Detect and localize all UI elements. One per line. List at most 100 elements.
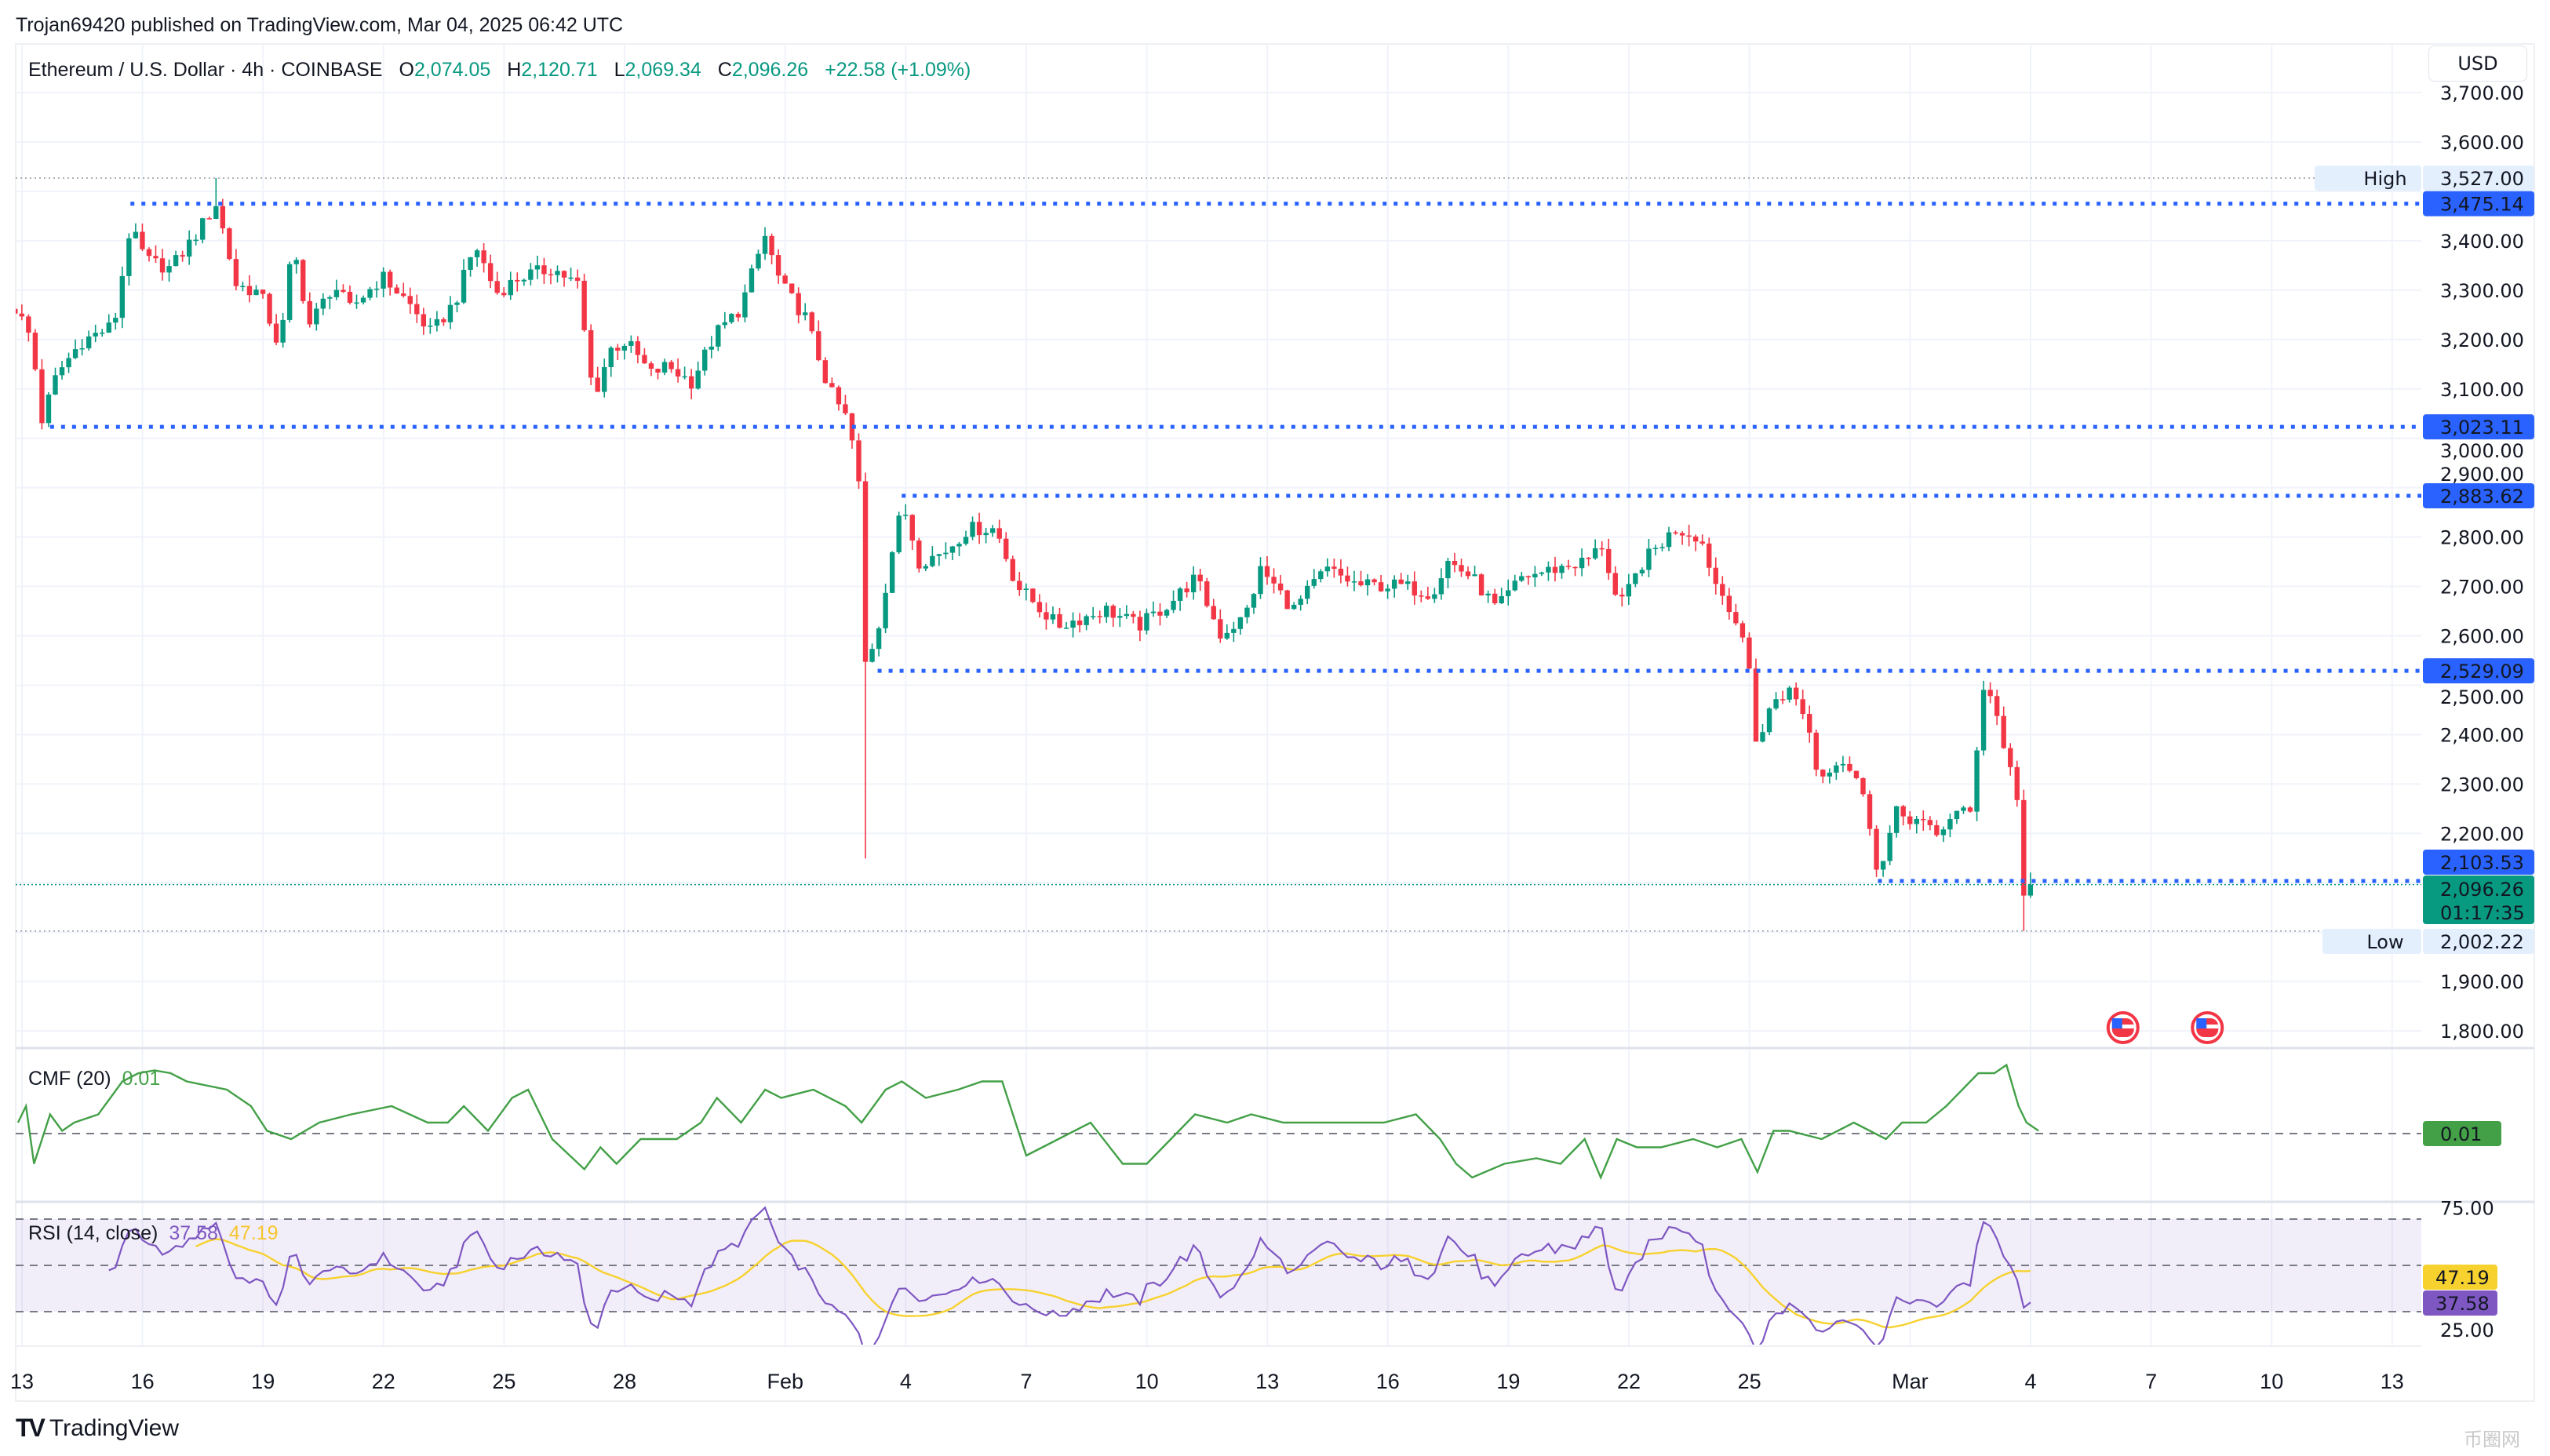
candle-body[interactable] (789, 283, 795, 293)
candle-body[interactable] (1131, 613, 1136, 617)
candle-body[interactable] (655, 369, 661, 373)
candle-body[interactable] (474, 250, 480, 257)
candle-body[interactable] (1171, 600, 1176, 610)
candle-body[interactable] (1619, 595, 1625, 597)
candle-body[interactable] (1465, 571, 1471, 577)
candle-body[interactable] (1405, 581, 1411, 584)
candle-body[interactable] (341, 289, 346, 293)
candle-body[interactable] (1218, 619, 1223, 639)
candle-body[interactable] (608, 348, 614, 367)
candle-body[interactable] (1010, 559, 1015, 581)
candle-body[interactable] (1063, 628, 1069, 629)
candle-body[interactable] (1492, 593, 1498, 603)
candle-body[interactable] (816, 331, 821, 361)
candle-body[interactable] (762, 235, 768, 254)
candle-body[interactable] (1351, 581, 1357, 583)
candle-body[interactable] (1606, 548, 1612, 573)
candle-body[interactable] (1813, 732, 1819, 770)
candle-body[interactable] (1432, 594, 1437, 599)
candle-body[interactable] (1961, 807, 1966, 811)
candle-body[interactable] (246, 286, 253, 296)
candle-body[interactable] (1880, 861, 1886, 870)
candle-body[interactable] (367, 289, 373, 298)
candle-body[interactable] (1753, 668, 1759, 742)
candle-body[interactable] (1787, 687, 1792, 700)
candle-body[interactable] (1612, 573, 1618, 595)
candle-body[interactable] (621, 345, 628, 351)
candle-body[interactable] (1532, 573, 1538, 577)
rsi-pane[interactable] (16, 1206, 2421, 1355)
candle-body[interactable] (381, 271, 386, 289)
candle-body[interactable] (521, 279, 527, 282)
candle-body[interactable] (1385, 588, 1390, 592)
candle-body[interactable] (1713, 567, 1718, 584)
candle-body[interactable] (1445, 560, 1451, 579)
candle-body[interactable] (106, 322, 111, 333)
candle-body[interactable] (883, 592, 888, 628)
candle-body[interactable] (1150, 611, 1157, 613)
candle-body[interactable] (1090, 616, 1096, 617)
candle-body[interactable] (702, 349, 708, 371)
candle-body[interactable] (286, 264, 293, 320)
candle-body[interactable] (1271, 577, 1277, 584)
candle-body[interactable] (13, 308, 18, 314)
candle-body[interactable] (1044, 612, 1049, 620)
candle-body[interactable] (1692, 536, 1699, 542)
candle-body[interactable] (1840, 763, 1846, 766)
candle-body[interactable] (1807, 714, 1812, 733)
candle-body[interactable] (1766, 708, 1772, 733)
candle-body[interactable] (273, 323, 279, 343)
candle-body[interactable] (1164, 610, 1170, 616)
candle-body[interactable] (1954, 810, 1960, 820)
candle-body[interactable] (856, 440, 862, 482)
candle-body[interactable] (1438, 578, 1444, 595)
candle-body[interactable] (59, 367, 65, 376)
candle-body[interactable] (809, 312, 814, 332)
candle-body[interactable] (548, 274, 554, 275)
candle-body[interactable] (1324, 566, 1331, 572)
candle-body[interactable] (735, 314, 741, 318)
candle-body[interactable] (769, 235, 774, 256)
candle-body[interactable] (213, 206, 219, 219)
candle-body[interactable] (1980, 690, 1987, 751)
candle-body[interactable] (1076, 621, 1083, 625)
candle-body[interactable] (1459, 565, 1464, 572)
candle-body[interactable] (796, 293, 801, 315)
candle-body[interactable] (1358, 581, 1364, 586)
candle-body[interactable] (1144, 613, 1149, 631)
candle-body[interactable] (1760, 732, 1765, 742)
candle-body[interactable] (1747, 637, 1752, 669)
candle-body[interactable] (889, 551, 895, 593)
candle-body[interactable] (1572, 566, 1578, 569)
candle-body[interactable] (943, 552, 949, 555)
candle-body[interactable] (588, 329, 594, 378)
candle-body[interactable] (1237, 617, 1244, 629)
candle-body[interactable] (46, 394, 52, 424)
candle-body[interactable] (1525, 576, 1532, 577)
candle-body[interactable] (1599, 548, 1605, 550)
candle-body[interactable] (32, 333, 38, 369)
candle-body[interactable] (1673, 532, 1678, 534)
candle-body[interactable] (1305, 585, 1310, 599)
candle-body[interactable] (347, 292, 353, 303)
candle-body[interactable] (869, 649, 875, 662)
candle-body[interactable] (301, 260, 306, 301)
candle-body[interactable] (53, 375, 58, 395)
candle-body[interactable] (1552, 566, 1558, 573)
candle-body[interactable] (1224, 632, 1230, 639)
candle-body[interactable] (86, 336, 92, 348)
candle-body[interactable] (1592, 548, 1598, 559)
tradingview-brand[interactable]: TV TradingView (16, 1414, 179, 1443)
candle-body[interactable] (1050, 613, 1056, 620)
candle-body[interactable] (280, 319, 286, 343)
candle-body[interactable] (1177, 588, 1183, 601)
candle-body[interactable] (327, 297, 333, 299)
candle-body[interactable] (836, 387, 842, 405)
candle-body[interactable] (113, 318, 118, 323)
candle-body[interactable] (119, 275, 126, 318)
candle-body[interactable] (1157, 611, 1163, 616)
candle-body[interactable] (1512, 581, 1517, 591)
candle-body[interactable] (200, 218, 206, 240)
candle-body[interactable] (642, 355, 647, 364)
candle-body[interactable] (996, 528, 1002, 539)
